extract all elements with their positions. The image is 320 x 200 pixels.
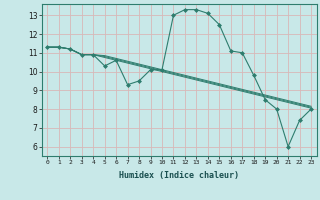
X-axis label: Humidex (Indice chaleur): Humidex (Indice chaleur) — [119, 171, 239, 180]
